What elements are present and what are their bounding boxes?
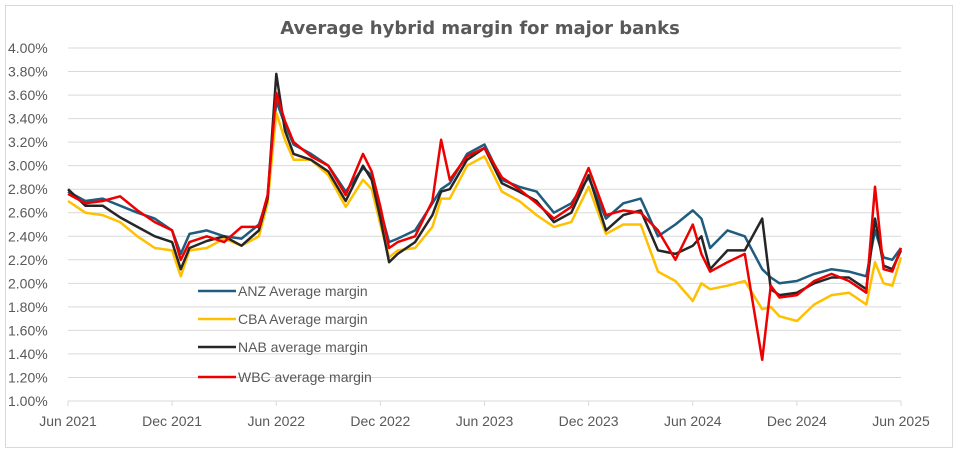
legend-item-anz: ANZ Average margin	[198, 283, 368, 299]
series-line-wbc	[67, 91, 903, 362]
legend-item-cba: CBA Average margin	[198, 311, 368, 327]
y-tick-label: 1.40%	[8, 346, 48, 362]
y-tick-label: 1.60%	[8, 322, 48, 338]
x-tick-label: Dec 2023	[559, 413, 619, 429]
series-line-anz	[67, 99, 903, 285]
y-tick-label: 1.80%	[8, 299, 48, 315]
x-axis: Jun 2021 Dec 2021 Jun 2022 Dec 2022 Jun 2023…	[39, 401, 930, 429]
series-line-nab	[67, 72, 903, 297]
legend-label: NAB average margin	[238, 339, 368, 355]
y-tick-label: 3.40%	[8, 111, 48, 127]
y-tick-label: 3.00%	[8, 158, 48, 174]
legend-label: WBC average margin	[238, 369, 372, 385]
x-tick-label: Dec 2022	[350, 413, 410, 429]
x-tick-label: Dec 2021	[142, 413, 202, 429]
y-tick-label: 2.20%	[8, 252, 48, 268]
y-tick-label: 3.60%	[8, 87, 48, 103]
y-tick-label: 3.20%	[8, 134, 48, 150]
series-line-cba	[67, 111, 903, 323]
x-tick-label: Jun 2025	[872, 413, 930, 429]
x-tick-label: Jun 2021	[39, 413, 97, 429]
y-tick-label: 4.00%	[8, 40, 48, 56]
chart-title: Average hybrid margin for major banks	[280, 18, 680, 39]
y-tick-label: 2.80%	[8, 181, 48, 197]
series-lines	[67, 72, 903, 362]
legend-label: ANZ Average margin	[238, 283, 368, 299]
y-axis-tick-labels: 4.00% 3.80% 3.60% 3.40% 3.20% 3.00% 2.80% 2.60%…	[8, 40, 48, 409]
x-tick-label: Dec 2024	[767, 413, 827, 429]
legend-item-nab: NAB average margin	[198, 339, 368, 355]
y-tick-label: 2.40%	[8, 228, 48, 244]
x-tick-label: Jun 2024	[664, 413, 722, 429]
x-tick-label: Jun 2022	[247, 413, 305, 429]
legend: ANZ Average margin CBA Average margin NAB …	[198, 283, 372, 385]
x-tick-label: Jun 2023	[456, 413, 514, 429]
gridlines	[68, 47, 901, 402]
y-tick-label: 1.00%	[8, 393, 48, 409]
y-tick-label: 2.60%	[8, 205, 48, 221]
legend-item-wbc: WBC average margin	[198, 369, 372, 385]
y-tick-label: 3.80%	[8, 64, 48, 80]
legend-label: CBA Average margin	[238, 311, 368, 327]
y-tick-label: 1.20%	[8, 369, 48, 385]
y-tick-label: 2.00%	[8, 275, 48, 291]
